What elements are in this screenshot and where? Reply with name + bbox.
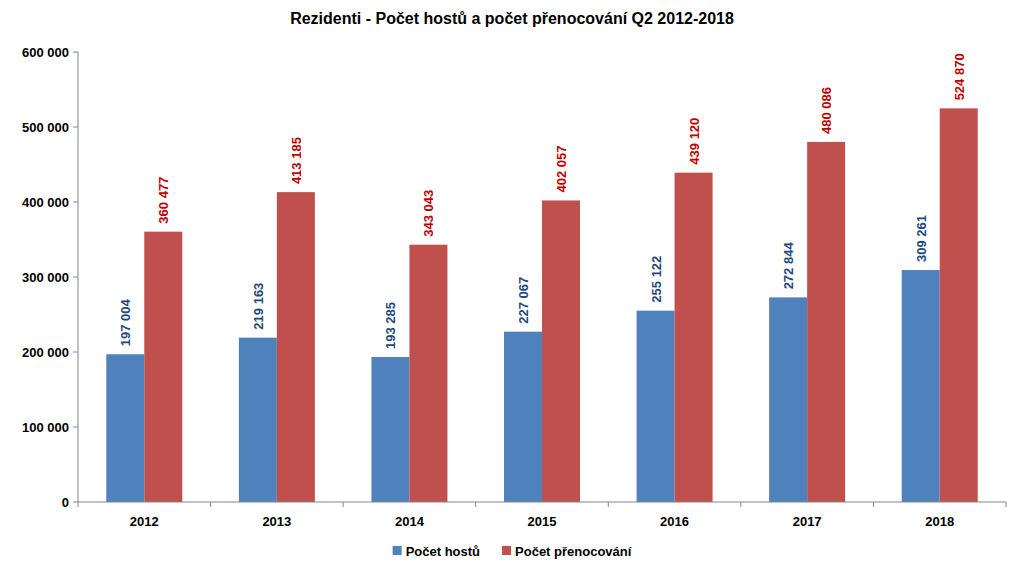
- bar: [239, 338, 277, 502]
- x-tick: [78, 502, 79, 507]
- y-tick: [73, 427, 78, 428]
- bar: [277, 192, 315, 502]
- bar: [106, 354, 144, 502]
- legend-swatch: [393, 546, 402, 555]
- y-tick-label: 200 000: [22, 345, 69, 360]
- bar: [409, 245, 447, 502]
- bar: [675, 173, 713, 502]
- y-tick: [73, 52, 78, 53]
- data-label: 480 086: [819, 87, 834, 134]
- title: Rezidenti - Počet hostů a počet přenocov…: [290, 10, 734, 27]
- chart: Rezidenti - Počet hostů a počet přenocov…: [0, 0, 1024, 575]
- data-label: 309 261: [914, 215, 929, 262]
- bar: [940, 108, 978, 502]
- y-tick-label: 600 000: [22, 45, 69, 60]
- x-tick-label: 2016: [660, 514, 689, 529]
- bar: [902, 270, 940, 502]
- bar: [542, 200, 580, 502]
- x-tick: [740, 502, 741, 507]
- y-tick: [73, 127, 78, 128]
- y-tick-label: 100 000: [22, 420, 69, 435]
- data-label: 227 067: [516, 277, 531, 324]
- data-label: 402 057: [554, 145, 569, 192]
- bar: [144, 232, 182, 502]
- bar: [769, 297, 807, 502]
- data-label: 413 185: [289, 137, 304, 184]
- bar: [504, 332, 542, 502]
- x-tick: [873, 502, 874, 507]
- x-tick-label: 2015: [528, 514, 557, 529]
- x-tick-label: 2017: [793, 514, 822, 529]
- x-tick: [1006, 502, 1007, 507]
- bar: [807, 142, 845, 502]
- legend-label: Počet hostů: [406, 544, 480, 559]
- legend-swatch: [502, 546, 511, 555]
- y-tick-label: 500 000: [22, 120, 69, 135]
- x-tick-label: 2014: [395, 514, 425, 529]
- y-tick-label: 300 000: [22, 270, 69, 285]
- y-tick: [73, 352, 78, 353]
- legend: Počet hostů Počet přenocování: [393, 544, 632, 559]
- y-tick-label: 400 000: [22, 195, 69, 210]
- data-label: 272 844: [781, 242, 796, 290]
- y-tick-label: 0: [62, 495, 69, 510]
- x-tick-label: 2012: [130, 514, 159, 529]
- data-label: 219 163: [251, 283, 266, 330]
- y-axis: [78, 52, 79, 502]
- bar: [371, 357, 409, 502]
- bar: [637, 311, 675, 502]
- legend-label: Počet přenocování: [515, 544, 632, 559]
- x-tick: [475, 502, 476, 507]
- y-tick: [73, 502, 78, 503]
- x-tick-label: 2018: [925, 514, 954, 529]
- x-tick: [343, 502, 344, 507]
- data-label: 193 285: [383, 302, 398, 349]
- data-label: 360 477: [156, 177, 171, 224]
- x-tick: [608, 502, 609, 507]
- x-tick: [210, 502, 211, 507]
- y-tick: [73, 277, 78, 278]
- data-label: 255 122: [649, 256, 664, 303]
- y-tick: [73, 202, 78, 203]
- x-axis: [78, 502, 1006, 503]
- data-label: 197 004: [118, 298, 133, 346]
- data-label: 439 120: [687, 118, 702, 165]
- data-label: 343 043: [421, 190, 436, 237]
- x-tick-label: 2013: [262, 514, 291, 529]
- data-label: 524 870: [952, 53, 967, 100]
